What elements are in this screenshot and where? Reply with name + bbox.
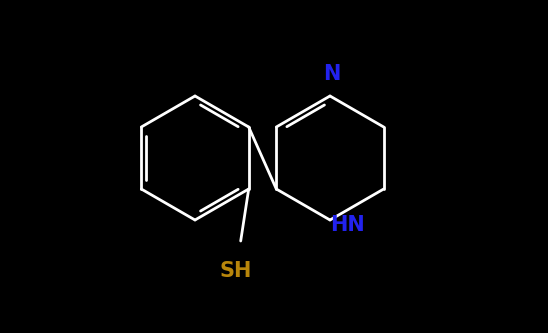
Text: N: N [323, 64, 341, 84]
Text: HN: HN [330, 215, 366, 235]
Text: SH: SH [220, 261, 252, 281]
